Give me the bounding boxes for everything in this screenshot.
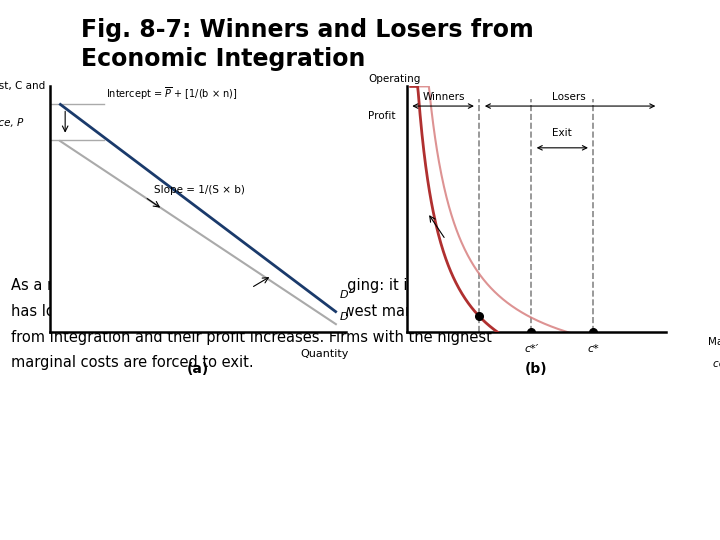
Text: Losers: Losers: [552, 92, 585, 103]
Text: As a result of trade the demand curve is changing: it is flatter and: As a result of trade the demand curve is…: [11, 278, 497, 293]
Text: 8-27: 8-27: [690, 523, 713, 533]
Text: Winners: Winners: [423, 92, 466, 103]
Text: Profit: Profit: [368, 111, 395, 121]
Text: Exit: Exit: [552, 128, 572, 138]
Text: Fig. 8-7: Winners and Losers from: Fig. 8-7: Winners and Losers from: [81, 18, 534, 42]
Text: Quantity: Quantity: [300, 349, 348, 359]
Text: c*′: c*′: [524, 345, 539, 354]
Text: (b): (b): [525, 362, 548, 376]
Text: (a): (a): [187, 362, 209, 376]
Text: from integration and their profit increases. Firms with the highest: from integration and their profit increa…: [11, 329, 492, 345]
Text: c*: c*: [588, 345, 599, 354]
Text: D’: D’: [340, 290, 352, 300]
Text: $: $: [9, 16, 38, 57]
Text: marginal costs are forced to exit.: marginal costs are forced to exit.: [11, 355, 253, 370]
Text: Price, P: Price, P: [0, 118, 24, 129]
Text: Marginal: Marginal: [708, 337, 720, 347]
Text: Operating: Operating: [368, 74, 420, 84]
Text: cost, cᵢ: cost, cᵢ: [713, 359, 720, 369]
Text: $: $: [34, 22, 55, 51]
Text: D: D: [340, 312, 348, 322]
Text: has lower vertical intercept. Firms with the lowest marginal costs gain: has lower vertical intercept. Firms with…: [11, 304, 526, 319]
Text: Slope = 1/(S × b): Slope = 1/(S × b): [154, 185, 245, 194]
Text: Intercept = $\overline{P}$ + [1/(b × n)]: Intercept = $\overline{P}$ + [1/(b × n)]: [107, 85, 238, 102]
Text: Economic Integration: Economic Integration: [81, 48, 366, 71]
Text: Cost, C and: Cost, C and: [0, 82, 45, 91]
Text: Copyright ©2015 Pearson Education, Inc. All rights reserved.: Copyright ©2015 Pearson Education, Inc. …: [7, 523, 305, 533]
